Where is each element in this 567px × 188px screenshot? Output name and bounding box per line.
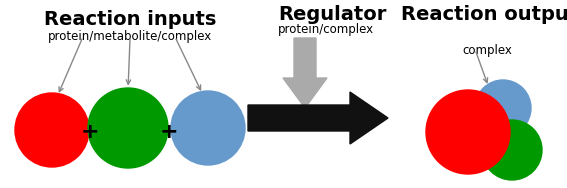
Circle shape [88, 88, 168, 168]
Text: protein/metabolite/complex: protein/metabolite/complex [48, 30, 212, 43]
Text: protein/complex: protein/complex [278, 23, 374, 36]
Text: Regulator: Regulator [278, 5, 386, 24]
Circle shape [475, 80, 531, 136]
Circle shape [482, 120, 542, 180]
Text: Reaction output: Reaction output [401, 5, 567, 24]
Circle shape [426, 90, 510, 174]
Text: Reaction inputs: Reaction inputs [44, 10, 216, 29]
Text: +: + [81, 122, 99, 142]
Polygon shape [248, 92, 388, 144]
Circle shape [171, 91, 245, 165]
Circle shape [15, 93, 89, 167]
Text: complex: complex [462, 44, 512, 57]
Polygon shape [283, 38, 327, 108]
Text: +: + [160, 122, 178, 142]
